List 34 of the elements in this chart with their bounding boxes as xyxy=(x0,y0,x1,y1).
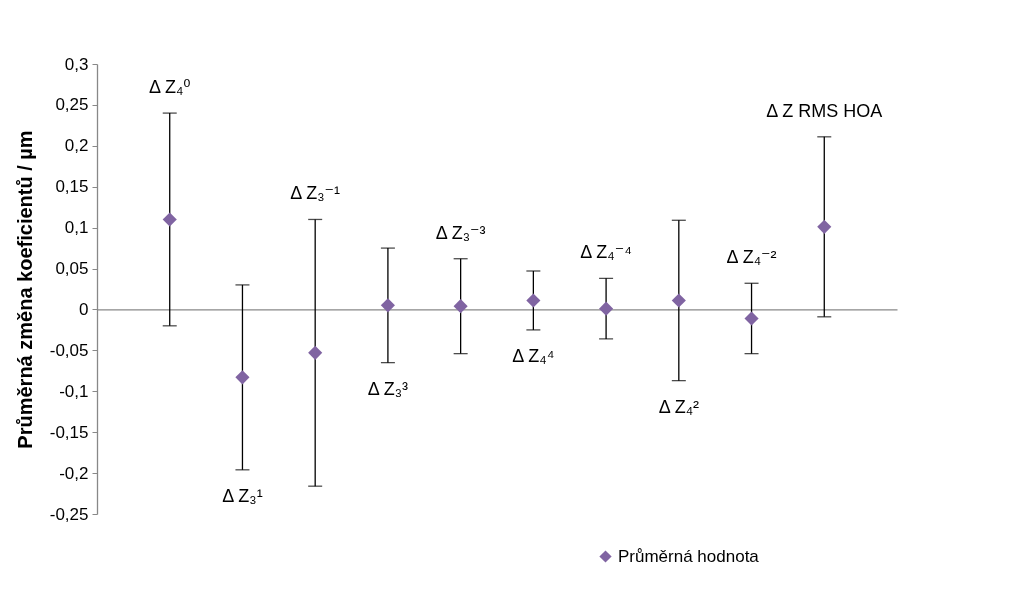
point xyxy=(671,293,686,308)
annotation: Δ Z RMS HOA xyxy=(766,100,883,121)
y-tick-label: -0,2 xyxy=(59,463,89,483)
annotation: Δ Z₄⁴ xyxy=(512,345,555,366)
y-axis-title: Průměrná změna koeficientů / µm xyxy=(13,130,36,449)
y-tick-label: 0,05 xyxy=(55,259,89,279)
annotation: Δ Z₄⁻⁴ xyxy=(580,242,632,263)
y-tick-label: 0,1 xyxy=(64,218,89,238)
point xyxy=(744,311,759,326)
y-tick-label: -0,05 xyxy=(49,340,89,360)
annotation: Δ Z₄⁻² xyxy=(726,247,777,268)
y-tick-label: -0,15 xyxy=(49,422,89,442)
annotation: Δ Z₄⁰ xyxy=(148,77,191,98)
y-tick-label: 0 xyxy=(79,299,89,319)
y-tick-label: 0,2 xyxy=(64,136,89,156)
y-tick-label: 0,15 xyxy=(55,177,89,197)
y-tick-label: -0,1 xyxy=(59,381,89,401)
point xyxy=(817,219,832,234)
annotation: Δ Z₃⁻¹ xyxy=(290,183,341,204)
point xyxy=(162,212,177,227)
annotation: Δ Z₃⁻³ xyxy=(435,222,486,243)
point xyxy=(453,299,468,314)
point xyxy=(380,298,395,313)
annotation: Δ Z₃³ xyxy=(367,378,409,399)
annotation: Δ Z₄² xyxy=(658,396,700,417)
point xyxy=(526,293,541,308)
point xyxy=(599,301,614,316)
y-tick-label: 0,25 xyxy=(55,95,89,115)
point xyxy=(235,370,250,385)
y-tick-label: -0,25 xyxy=(49,504,89,524)
y-tick-label: 0,3 xyxy=(64,54,89,74)
legend-label: Průměrná hodnota xyxy=(618,546,760,566)
point xyxy=(308,345,323,360)
annotation: Δ Z₃¹ xyxy=(222,485,263,506)
